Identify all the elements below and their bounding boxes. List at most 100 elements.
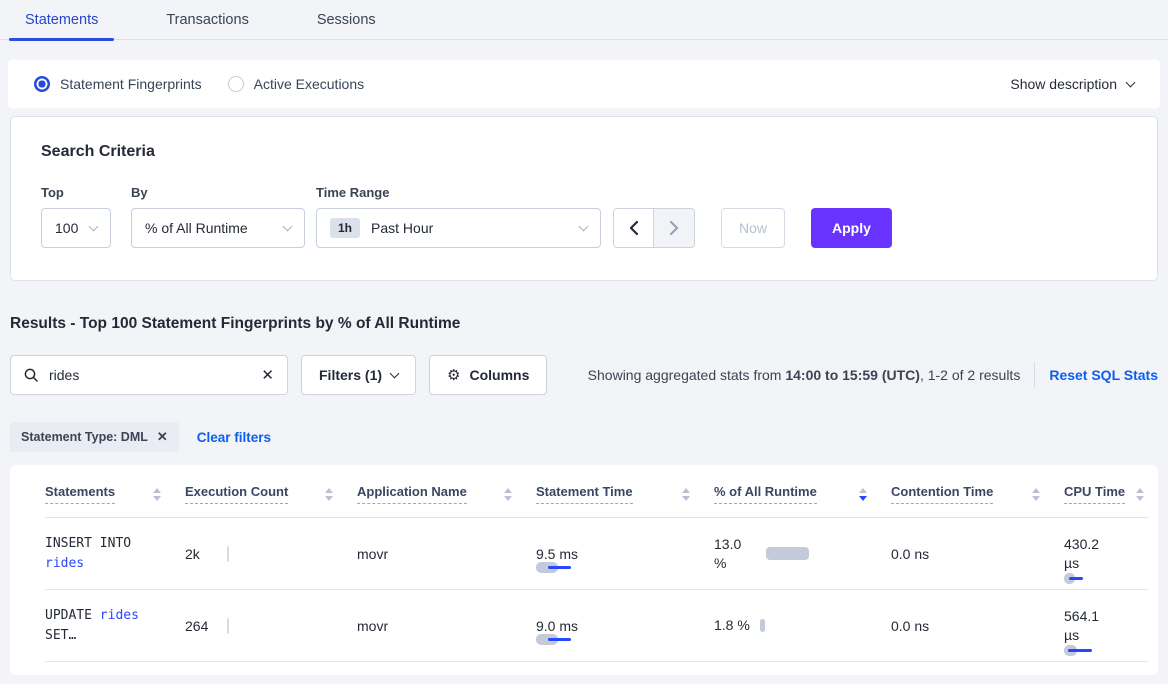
statement-time-cell: 9.0 ms bbox=[536, 618, 714, 645]
clear-search-icon[interactable]: ✕ bbox=[261, 366, 274, 384]
tab-transactions[interactable]: Transactions bbox=[166, 12, 249, 28]
by-select-value: % of All Runtime bbox=[145, 220, 248, 236]
radio-unselected-icon bbox=[227, 76, 244, 92]
radio-active-executions-label: Active Executions bbox=[253, 76, 365, 92]
chevron-down-icon bbox=[578, 221, 589, 231]
column-label[interactable]: Statements bbox=[45, 484, 116, 504]
tab-statements[interactable]: Statements bbox=[9, 2, 115, 41]
cpu-time-cell: 564.1 µs bbox=[1064, 607, 1148, 656]
tab-sessions[interactable]: Sessions bbox=[316, 12, 376, 28]
results-controls-row: ✕ Filters (1) ⚙ Columns Showing aggregat… bbox=[10, 355, 1158, 395]
by-select[interactable]: % of All Runtime bbox=[131, 208, 305, 248]
application-name-value: movr bbox=[357, 617, 389, 634]
top-select-value: 100 bbox=[55, 220, 79, 236]
execution-count-cell: 264 bbox=[185, 618, 357, 634]
execution-count-bar bbox=[227, 546, 229, 561]
column-label[interactable]: % of All Runtime bbox=[714, 484, 817, 504]
column-label[interactable]: CPU Time bbox=[1064, 484, 1126, 504]
column-label[interactable]: Contention Time bbox=[891, 484, 994, 504]
sort-icon[interactable] bbox=[153, 487, 161, 501]
sql-keyword: INSERT INTO bbox=[45, 535, 132, 551]
contention-time-value: 0.0 ns bbox=[891, 617, 930, 634]
runtime-percent-value: 1.8 % bbox=[714, 617, 750, 633]
runtime-percent-cell: 13.0 % bbox=[714, 535, 891, 573]
column-header-execution-count: Execution Count bbox=[185, 484, 357, 504]
page-tabs: Statements Transactions Sessions bbox=[0, 0, 1168, 41]
execution-count-bar bbox=[227, 618, 229, 633]
radio-statement-fingerprints-label: Statement Fingerprints bbox=[60, 76, 202, 92]
table-header-row: Statements Execution Count Application N… bbox=[45, 465, 1148, 518]
now-button[interactable]: Now bbox=[721, 208, 786, 248]
show-description-toggle[interactable]: Show description bbox=[1010, 76, 1136, 92]
radio-active-executions[interactable]: Active Executions bbox=[227, 76, 365, 92]
execution-count-cell: 2k bbox=[185, 546, 357, 562]
clear-filters-link[interactable]: Clear filters bbox=[196, 429, 272, 445]
remove-filter-icon[interactable]: ✕ bbox=[156, 429, 168, 444]
column-header-cpu-time: CPU Time bbox=[1064, 484, 1148, 504]
sort-icon[interactable] bbox=[1136, 487, 1144, 501]
sort-icon-active[interactable] bbox=[859, 487, 867, 501]
sort-icon[interactable] bbox=[682, 487, 690, 501]
column-label[interactable]: Statement Time bbox=[536, 484, 633, 504]
by-label: By bbox=[131, 185, 148, 200]
runtime-percent-cell: 1.8 % bbox=[714, 616, 891, 635]
chevron-down-icon bbox=[1125, 77, 1136, 87]
apply-button[interactable]: Apply bbox=[811, 208, 892, 248]
chevron-down-icon bbox=[282, 221, 293, 231]
column-header-statements: Statements bbox=[45, 484, 185, 504]
reset-sql-stats-link[interactable]: Reset SQL Stats bbox=[1049, 367, 1158, 383]
contention-time-cell: 0.0 ns bbox=[891, 618, 1064, 634]
filters-button-label: Filters (1) bbox=[319, 367, 383, 383]
filter-chip-statement-type[interactable]: Statement Type: DML ✕ bbox=[10, 422, 179, 452]
statement-search-box[interactable]: ✕ bbox=[10, 355, 288, 395]
statement-link[interactable]: rides bbox=[99, 607, 139, 623]
sort-icon[interactable] bbox=[504, 487, 512, 501]
search-input[interactable] bbox=[47, 366, 253, 384]
sort-icon[interactable] bbox=[1032, 487, 1040, 501]
contention-time-cell: 0.0 ns bbox=[891, 546, 1064, 562]
chevron-down-icon bbox=[88, 221, 99, 231]
application-name-cell: movr bbox=[357, 618, 536, 634]
view-toggle-bar: Statement Fingerprints Active Executions… bbox=[8, 60, 1160, 108]
chevron-down-icon bbox=[389, 368, 400, 379]
time-range-label: Time Range bbox=[316, 185, 390, 200]
search-criteria-card: Search Criteria Top 100 By % of All Runt… bbox=[10, 116, 1158, 281]
cpu-time-value: 430.2 µs bbox=[1064, 535, 1100, 571]
column-label[interactable]: Execution Count bbox=[185, 484, 289, 504]
statement-link[interactable]: rides bbox=[45, 555, 85, 571]
time-range-select[interactable]: 1h Past Hour bbox=[316, 208, 601, 248]
column-header-percent-of-all-runtime: % of All Runtime bbox=[714, 484, 891, 504]
cpu-time-cell: 430.2 µs bbox=[1064, 535, 1148, 584]
columns-button-label: Columns bbox=[469, 367, 530, 383]
sort-icon[interactable] bbox=[325, 487, 333, 501]
execution-count-value: 2k bbox=[185, 545, 200, 562]
column-header-contention-time: Contention Time bbox=[891, 484, 1064, 504]
runtime-percent-value: 13.0 % bbox=[714, 535, 742, 571]
chevron-right-icon bbox=[669, 221, 678, 235]
sql-keyword: SET… bbox=[45, 627, 77, 643]
results-heading: Results - Top 100 Statement Fingerprints… bbox=[10, 315, 461, 332]
table-row: UPDATE rides SET… 264 movr 9.0 ms 1.8 % … bbox=[45, 590, 1148, 662]
column-header-statement-time: Statement Time bbox=[536, 484, 714, 504]
columns-button[interactable]: ⚙ Columns bbox=[429, 355, 548, 395]
filter-chip-label: Statement Type: DML bbox=[21, 430, 148, 444]
application-name-value: movr bbox=[357, 545, 389, 562]
filters-button[interactable]: Filters (1) bbox=[301, 355, 417, 395]
time-range-badge: 1h bbox=[330, 218, 361, 238]
column-label[interactable]: Application Name bbox=[357, 484, 467, 504]
table-row: INSERT INTO rides 2k movr 9.5 ms 13.0 % … bbox=[45, 518, 1148, 590]
statement-time-cell: 9.5 ms bbox=[536, 546, 714, 573]
vertical-divider bbox=[1034, 362, 1036, 388]
active-filters-row: Statement Type: DML ✕ Clear filters bbox=[10, 422, 1158, 452]
gear-icon: ⚙ bbox=[447, 367, 461, 384]
prev-time-button[interactable] bbox=[614, 209, 654, 247]
aggregated-stats-text: Showing aggregated stats from 14:00 to 1… bbox=[588, 362, 1158, 388]
radio-statement-fingerprints[interactable]: Statement Fingerprints bbox=[34, 76, 202, 92]
next-time-button[interactable] bbox=[654, 209, 694, 247]
chevron-left-icon bbox=[629, 221, 638, 235]
column-header-application-name: Application Name bbox=[357, 484, 536, 504]
stats-suffix: , 1-2 of 2 results bbox=[919, 367, 1021, 383]
top-select[interactable]: 100 bbox=[41, 208, 111, 248]
statement-fingerprint-cell: INSERT INTO rides bbox=[45, 534, 185, 574]
sql-keyword: UPDATE bbox=[45, 607, 100, 623]
